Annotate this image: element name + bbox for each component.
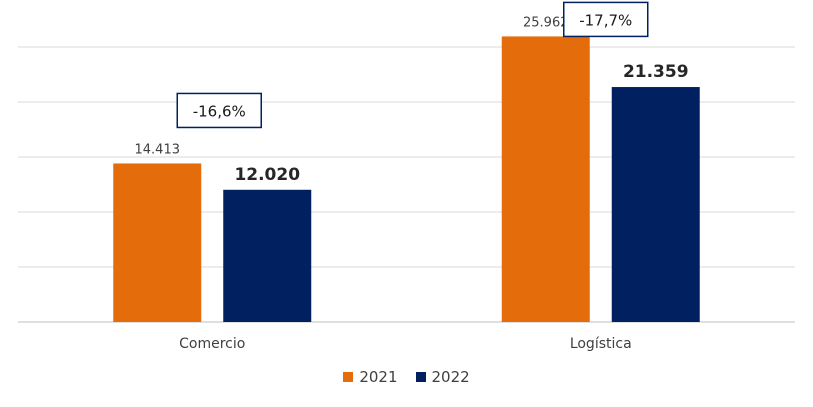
value-label-2021-0: 14.413 bbox=[135, 142, 181, 157]
value-label-2022-0: 12.020 bbox=[234, 165, 300, 185]
legend: 2021 2022 bbox=[0, 368, 813, 386]
bar-2022-1 bbox=[611, 87, 700, 323]
legend-item-2022: 2022 bbox=[415, 368, 470, 386]
bar-chart: 14.413 12.020 25.962 21.359 -16,6% -17,7% Co… bbox=[18, 1, 795, 352]
category-label-0: Comercio bbox=[179, 336, 245, 352]
bar-2021-0 bbox=[113, 163, 202, 322]
change-annotations: -16,6% -17,7% bbox=[176, 1, 649, 129]
bar-2021-1 bbox=[501, 36, 590, 322]
x-axis-tick-labels: Comercio Logística bbox=[179, 336, 632, 352]
value-label-2021-1: 25.962 bbox=[523, 15, 569, 30]
legend-item-2021: 2021 bbox=[343, 368, 398, 386]
bar-2022-0 bbox=[223, 189, 312, 322]
change-box-1 bbox=[563, 1, 649, 38]
change-text-1: -17,7% bbox=[579, 11, 632, 29]
change-annotation-0: -16,6% bbox=[176, 92, 262, 129]
value-labels: 14.413 12.020 25.962 21.359 bbox=[135, 15, 689, 184]
legend-swatch-2022 bbox=[415, 372, 426, 382]
change-annotation-1: -17,7% bbox=[563, 1, 649, 38]
change-box-0 bbox=[176, 92, 262, 129]
change-text-0: -16,6% bbox=[193, 102, 246, 120]
category-label-1: Logística bbox=[570, 336, 632, 352]
legend-swatch-2021 bbox=[343, 372, 354, 382]
legend-label-2021: 2021 bbox=[359, 368, 398, 386]
value-label-2022-1: 21.359 bbox=[623, 62, 689, 82]
legend-label-2022: 2022 bbox=[431, 368, 470, 386]
bars bbox=[113, 36, 700, 323]
